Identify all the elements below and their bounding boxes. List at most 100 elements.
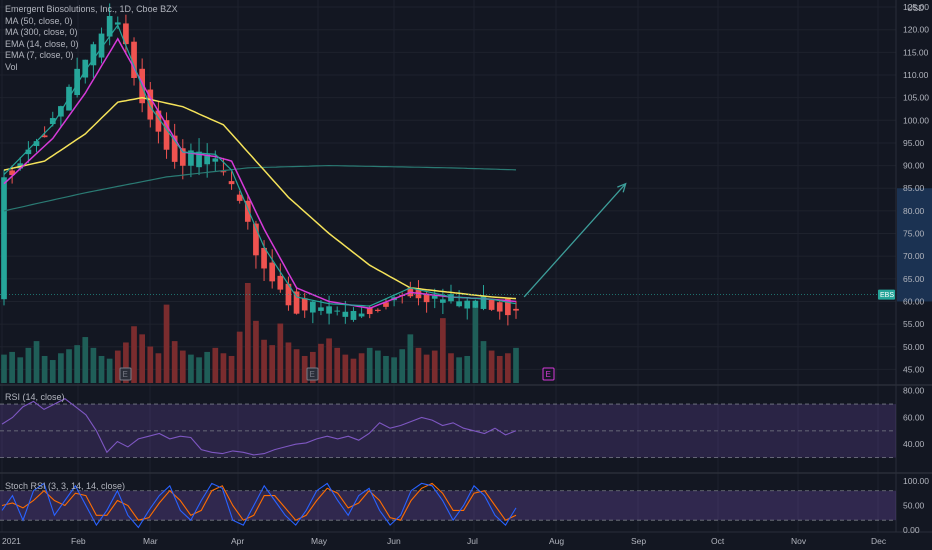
earnings-marker-letter: E <box>123 370 128 379</box>
ma50-line <box>3 96 517 300</box>
candle-body <box>236 194 243 201</box>
time-tick-label: Feb <box>71 536 86 546</box>
legend-ma300[interactable]: MA (300, close, 0) <box>5 27 78 37</box>
volume-bar <box>293 349 300 383</box>
volume-bar <box>236 331 243 383</box>
chart-title: Emergent Biosolutions, Inc., 1D, Cboe BZ… <box>5 4 178 14</box>
volume-bar <box>49 360 56 383</box>
candle-body <box>41 135 48 138</box>
candle-body <box>488 299 495 310</box>
candle-body <box>374 309 381 311</box>
candle-body <box>106 16 113 37</box>
volume-bar <box>228 355 235 383</box>
projection-arrow-line[interactable] <box>523 183 627 298</box>
legend-vol[interactable]: Vol <box>5 61 18 72</box>
price-tick-label: 90.00 <box>903 161 925 171</box>
currency-label: USD <box>907 4 924 13</box>
volume-bar <box>66 349 72 383</box>
time-tick-label: 2021 <box>2 536 21 546</box>
volume-bar <box>505 353 511 383</box>
candle-body <box>440 299 446 303</box>
earnings-marker-letter: E <box>310 370 315 379</box>
volume-bar <box>33 341 40 383</box>
candle-body <box>196 151 202 168</box>
candle-body <box>33 141 40 146</box>
candle-body <box>98 33 105 58</box>
price-tick-label: 75.00 <box>903 229 925 239</box>
legend-ema7[interactable]: EMA (7, close, 0) <box>5 50 74 60</box>
pane-tick-label: 40.00 <box>903 439 925 449</box>
time-tick-label: Nov <box>791 536 807 546</box>
candle-body <box>147 89 154 120</box>
legend-ma50[interactable]: MA (50, close, 0) <box>5 15 73 26</box>
candle-body <box>472 300 479 308</box>
candle-body <box>301 298 308 311</box>
candle-body <box>269 262 276 282</box>
candle-body <box>480 296 487 309</box>
volume-bar <box>106 358 113 383</box>
volume-bar <box>163 304 170 383</box>
price-tick-label: 55.00 <box>903 319 925 329</box>
price-axis-ticks: 125.00 120.00 115.00 110.00 105.00 100.00 95.0… <box>903 2 929 374</box>
stoch-rsi-label[interactable]: Stoch RSI (3, 3, 14, 14, close) <box>5 481 126 491</box>
pane-series-line <box>1 482 517 521</box>
pane-tick-label: 100.00 <box>903 476 929 486</box>
pane-series-line <box>1 398 517 456</box>
price-tick-label: 65.00 <box>903 274 925 284</box>
volume-bar <box>123 342 129 383</box>
ma300-line <box>3 164 517 212</box>
price-tick-label: 95.00 <box>903 138 925 148</box>
candle-body <box>309 301 316 313</box>
volume-bar <box>90 347 97 383</box>
last-price-label: EBS <box>880 292 894 299</box>
time-tick-label: Jun <box>387 536 401 546</box>
volume-bar <box>41 355 48 383</box>
candle-body <box>9 170 15 176</box>
candle-body <box>82 59 89 78</box>
candle-body <box>244 200 251 222</box>
pane-band-fill <box>0 490 896 521</box>
volume-bar <box>82 337 89 383</box>
candle-body <box>131 41 137 78</box>
volume-bar <box>488 350 495 383</box>
candle-body <box>293 291 300 314</box>
price-tick-label: 45.00 <box>903 364 925 374</box>
candle-body <box>123 23 129 45</box>
candle-body <box>431 295 438 299</box>
volume-bar <box>261 339 267 383</box>
volume-bar <box>253 320 259 383</box>
price-tick-label: 105.00 <box>903 93 929 103</box>
legend-ema14[interactable]: EMA (14, close, 0) <box>5 38 79 49</box>
candle-body <box>448 294 454 302</box>
volume-bar <box>301 355 308 383</box>
time-tick-label: Oct <box>711 536 725 546</box>
candle-body <box>163 120 170 150</box>
volume-bars <box>1 283 519 383</box>
volume-bar <box>204 351 211 383</box>
rsi-label[interactable]: RSI (14, close) <box>5 392 65 402</box>
earnings-marker-letter: E <box>546 370 551 379</box>
projection-arrow-head <box>617 182 627 193</box>
volume-bar <box>342 354 349 383</box>
candle-body <box>350 310 357 320</box>
candle-body <box>253 223 259 256</box>
volume-bar <box>496 355 503 383</box>
time-tick-label: Sep <box>631 536 646 546</box>
stoch-axis-ticks: 100.00 50.00 0.00 <box>903 476 929 535</box>
candle-body <box>318 307 324 311</box>
time-tick-label: Apr <box>231 536 244 546</box>
volume-bar <box>309 351 316 383</box>
volume-bar <box>480 341 487 383</box>
candle-body <box>383 302 389 307</box>
volume-bar <box>25 347 32 383</box>
candle-body <box>1 177 7 300</box>
pane-tick-label: 50.00 <box>903 500 925 510</box>
volume-bar <box>1 354 7 383</box>
candle-body <box>326 306 332 314</box>
volume-bar <box>9 351 15 383</box>
candle-body <box>155 110 162 132</box>
volume-bar <box>139 334 146 383</box>
volume-bar <box>285 342 292 383</box>
price-tick-label: 80.00 <box>903 206 925 216</box>
